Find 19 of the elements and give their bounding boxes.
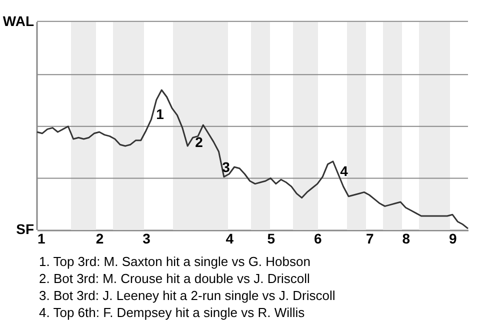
x-tick-label: 2 bbox=[96, 230, 104, 246]
x-tick-label: 8 bbox=[402, 230, 410, 246]
x-tick-label: 5 bbox=[267, 230, 276, 246]
text: 2. Bot 3rd: M. Crouse hit a double vs J. Driscoll bbox=[39, 271, 310, 286]
x-tick-label: 3 bbox=[142, 230, 151, 246]
text: SF bbox=[16, 221, 34, 237]
x-tick-label: 7 bbox=[366, 230, 374, 246]
text: WAL bbox=[2, 13, 34, 29]
text: 1. Top 3rd: M. Saxton hit a single vs G. Hobson bbox=[39, 254, 310, 269]
annotation: 1 bbox=[156, 106, 164, 122]
x-tick-label: 4 bbox=[226, 230, 234, 246]
x-tick-label: 9 bbox=[449, 230, 458, 246]
text: 4. Top 6th: F. Dempsey hit a single vs R. Willis bbox=[39, 305, 306, 320]
text: 3. Bot 3rd: J. Leeney hit a 2-run single vs J. Driscoll bbox=[39, 288, 336, 303]
x-tick-label: 1 bbox=[38, 230, 46, 246]
annotation: 4 bbox=[340, 163, 348, 179]
annotation: 2 bbox=[195, 134, 204, 150]
x-tick-label: 6 bbox=[314, 230, 322, 246]
annotation: 3 bbox=[222, 159, 230, 175]
